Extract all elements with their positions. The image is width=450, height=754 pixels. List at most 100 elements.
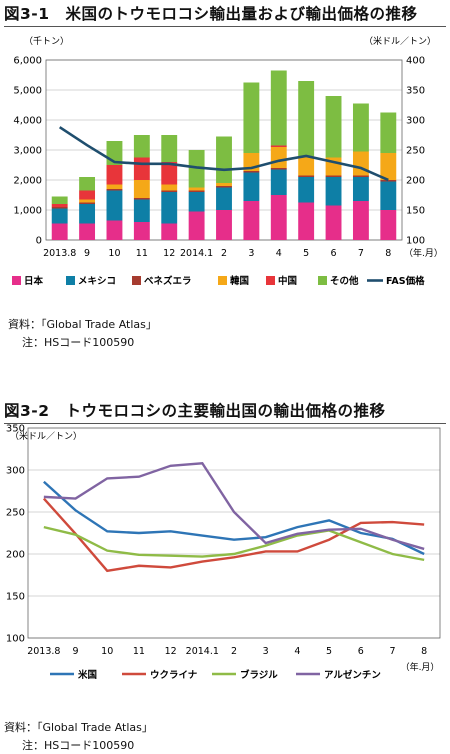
- x-tick-label: 7: [358, 248, 364, 259]
- legend-label: 中国: [278, 275, 297, 287]
- left-tick-label: 5,000: [13, 86, 42, 97]
- bar-segment: [51, 204, 68, 207]
- bar-segment: [380, 112, 397, 153]
- left-tick-label: 6,000: [13, 56, 42, 67]
- figure-2-title-rule: [4, 423, 446, 424]
- right-axis-unit: （米ドル／トン）: [364, 35, 436, 47]
- figure-2-source: 資料：「Global Trade Atlas」: [4, 721, 153, 734]
- figure-2-title: 図3-2 トウモロコシの主要輸出国の輸出価格の推移: [4, 402, 386, 420]
- bar-segment: [188, 211, 205, 240]
- bar-segment: [216, 210, 232, 240]
- bar-segment: [270, 195, 287, 240]
- bar-segment: [380, 181, 397, 210]
- bar-segment: [79, 190, 96, 200]
- x-tick-label: 8: [421, 646, 427, 657]
- legend-label: 日本: [24, 275, 44, 287]
- x-tick-label: 12: [165, 646, 177, 657]
- y-tick-label: 100: [6, 634, 25, 645]
- x-tick-label: 3: [248, 248, 254, 259]
- x-tick-label: 5: [303, 248, 309, 259]
- right-tick-label: 250: [406, 146, 425, 157]
- right-tick-label: 200: [406, 176, 425, 187]
- bar-segment: [188, 150, 205, 188]
- x-tick-label: 12: [163, 248, 175, 259]
- right-tick-label: 350: [406, 86, 425, 97]
- legend-label: ベネズエラ: [144, 275, 192, 287]
- legend-label: ブラジル: [240, 669, 278, 681]
- left-tick-label: 3,000: [13, 146, 42, 157]
- legend-swatch: [266, 276, 275, 285]
- bar-segment: [270, 169, 287, 195]
- x-tick-label: 5: [326, 646, 332, 657]
- bar-segment: [243, 82, 260, 153]
- bar-segment: [79, 199, 96, 203]
- legend-label: FAS価格: [386, 275, 425, 287]
- x-tick-label: 9: [73, 646, 79, 657]
- bar-segment: [79, 177, 96, 191]
- bar-segment: [352, 175, 369, 177]
- x-tick-label: 10: [101, 646, 113, 657]
- bar-segment: [79, 202, 96, 204]
- bar-segment: [161, 192, 178, 224]
- bar-segment: [161, 135, 178, 162]
- bar-segment: [298, 175, 315, 177]
- bar-segment: [298, 202, 315, 240]
- bar-segment: [106, 190, 123, 221]
- bar-segment: [380, 153, 397, 180]
- bar-segment: [380, 180, 397, 182]
- figure-1-source: 資料：「Global Trade Atlas」: [8, 318, 157, 331]
- bar-segment: [51, 196, 68, 204]
- x-tick-label: 2013.8: [27, 646, 60, 657]
- bar-segment: [298, 81, 315, 156]
- x-tick-label: 4: [294, 646, 300, 657]
- bar-segment: [325, 205, 342, 240]
- y-tick-label: 200: [6, 550, 25, 561]
- series-line: [42, 497, 425, 573]
- x-tick-label: 2014.1: [186, 646, 219, 657]
- figure-1-title: 図3-1 米国のトウモロコシ輸出量および輸出価格の推移: [4, 5, 418, 23]
- bar-segment: [161, 184, 178, 191]
- x-tick-label: 8: [385, 248, 391, 259]
- bar-segment: [133, 222, 150, 240]
- bar-segment: [106, 220, 123, 240]
- x-tick-label: 6: [358, 646, 364, 657]
- bar-segment: [270, 70, 287, 146]
- y-tick-label: 250: [6, 508, 25, 519]
- bar-segment: [325, 177, 342, 206]
- bar-segment: [243, 171, 260, 173]
- bar-segment: [243, 201, 260, 240]
- bar-segment: [106, 184, 123, 189]
- series-line: [43, 480, 425, 556]
- chart-1-export-volume-and-price: （千トン） （米ドル／トン） 0 1,000 2,000 3,000 4,000 5,000 6…: [12, 35, 443, 287]
- bar-segment: [51, 208, 68, 224]
- legend-label: 韓国: [230, 275, 249, 287]
- y-tick-label: 150: [6, 592, 25, 603]
- x-axis-unit: （年.月）: [401, 661, 440, 673]
- x-tick-label: 2014.1: [180, 248, 213, 259]
- left-tick-label: 4,000: [13, 116, 42, 127]
- bar-segment: [325, 175, 342, 177]
- bar-segment: [216, 186, 232, 188]
- bar-segment: [352, 103, 369, 152]
- plot-frame: [27, 427, 441, 639]
- bar-segment: [352, 151, 369, 176]
- bar-segment: [133, 157, 150, 180]
- bar-segment: [298, 177, 315, 203]
- x-tick-label: 3: [263, 646, 269, 657]
- x-tick-label: 2: [231, 646, 237, 657]
- bar-segment: [188, 187, 205, 191]
- bar-segment: [270, 168, 287, 170]
- bar-segment: [352, 177, 369, 201]
- x-tick-label: 2: [221, 248, 227, 259]
- bar-segment: [216, 183, 232, 186]
- legend-label: メキシコ: [78, 276, 116, 287]
- bar-segment: [133, 180, 150, 198]
- series-line: [43, 525, 425, 562]
- right-tick-label: 150: [406, 206, 425, 217]
- bar-segment: [133, 135, 150, 158]
- y-tick-label: 350: [6, 424, 25, 435]
- figure-2-note: 注：HSコード100590: [22, 739, 135, 752]
- bar-segment: [79, 223, 96, 240]
- figure-1-title-rule: [4, 26, 446, 27]
- legend-label: ウクライナ: [150, 670, 197, 681]
